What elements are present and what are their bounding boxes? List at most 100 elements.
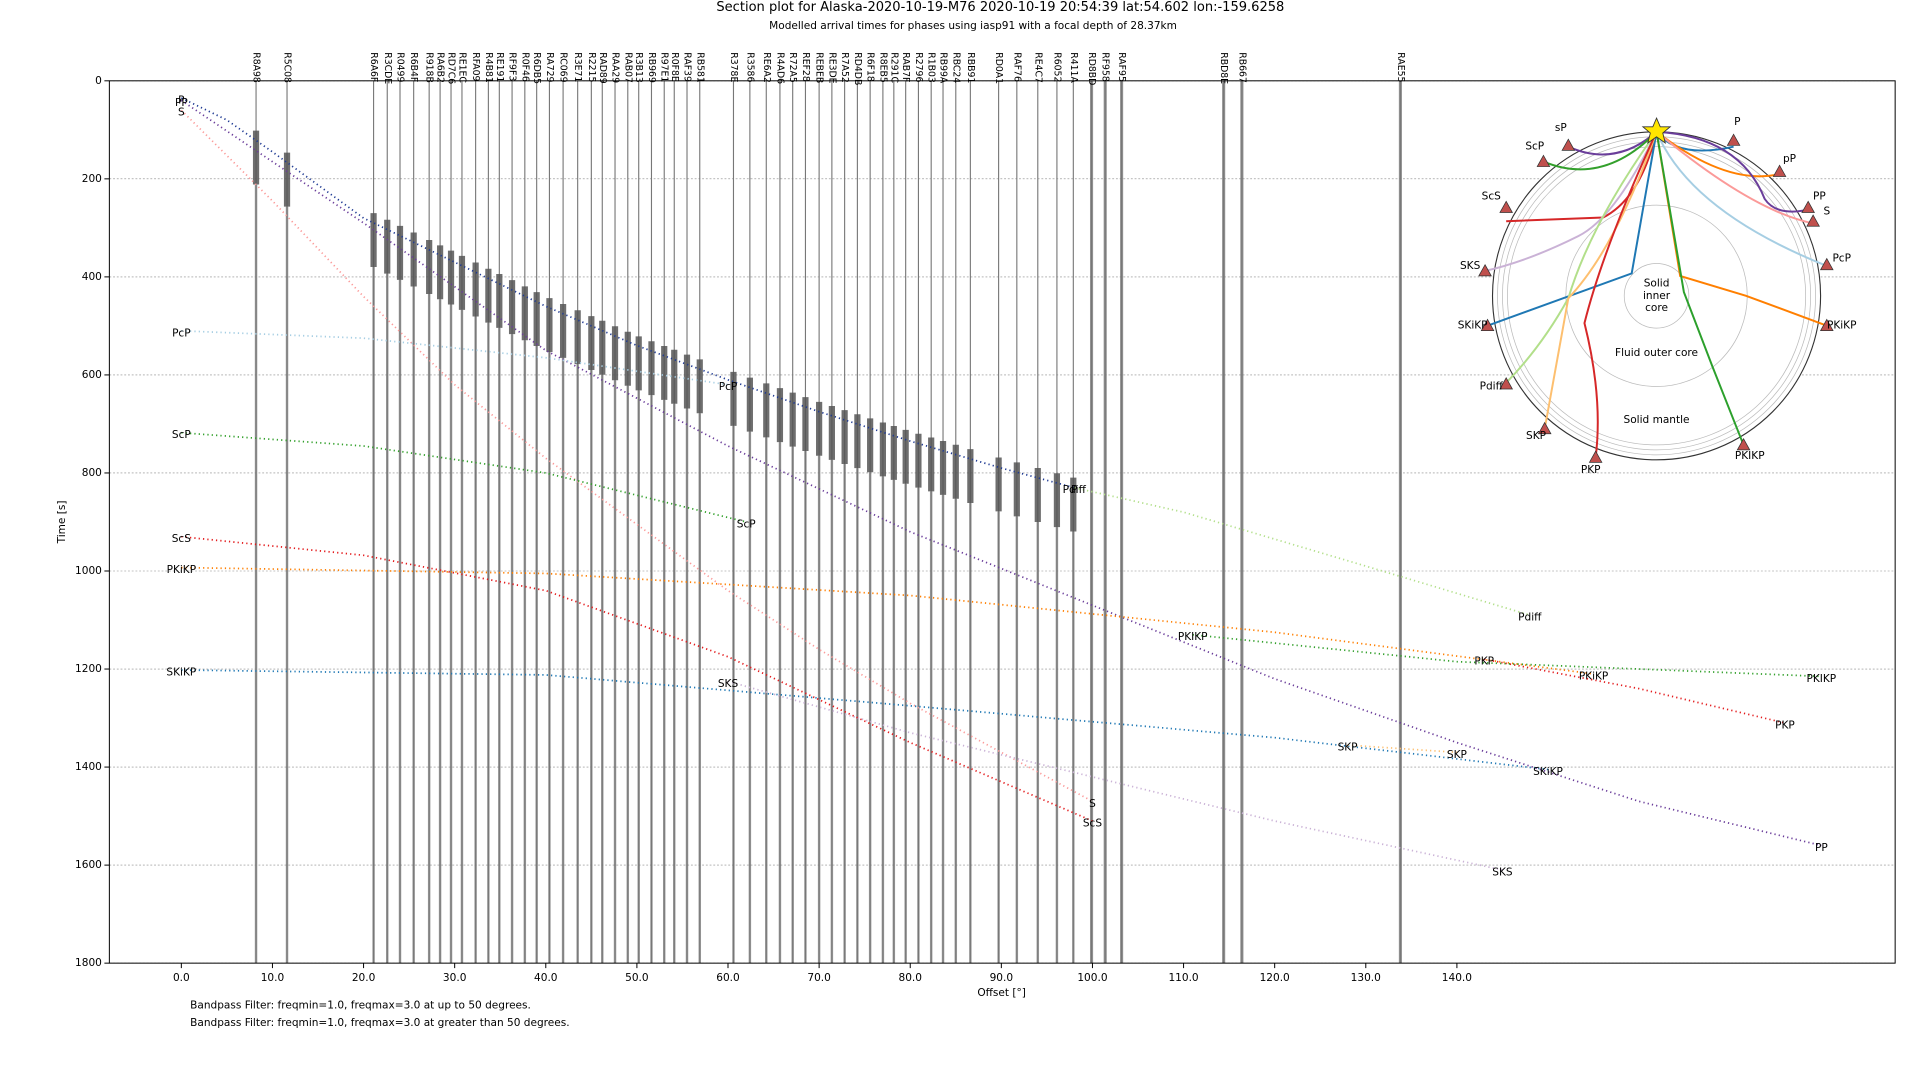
phase-label: S <box>178 107 185 119</box>
inset-phase-label: Pdiff <box>1480 381 1504 393</box>
station-marker <box>1537 421 1552 435</box>
inset-phase-label: ScS <box>1482 190 1501 202</box>
station-label: R2796 <box>913 52 924 82</box>
outer-core-label: Fluid outer core <box>1615 347 1698 359</box>
x-axis-label: Offset [°] <box>977 987 1026 999</box>
phase-curve <box>181 431 747 523</box>
station-label: RE4C7 <box>1032 52 1043 83</box>
phase-label: S <box>1089 798 1096 810</box>
phase-label: SKiKP <box>166 667 196 679</box>
phase-label: SKP <box>1447 749 1467 761</box>
station-label: R2215 <box>586 52 597 82</box>
station-label: R8EB5 <box>877 52 888 83</box>
phase-label: PcP <box>719 381 738 393</box>
station-label: R5C08 <box>282 52 293 83</box>
layer <box>1507 146 1807 446</box>
station-label: R6F18 <box>865 52 876 82</box>
phase-curve <box>727 680 1503 871</box>
inset-phase-label: ScP <box>1525 141 1544 153</box>
x-tick-label: 80.0 <box>898 972 922 984</box>
phase-label: Pdiff <box>1063 484 1087 496</box>
inset-phase-label: S <box>1823 205 1830 217</box>
x-tick-label: 90.0 <box>990 972 1014 984</box>
x-tick-label: 20.0 <box>352 972 376 984</box>
station-label: RAE55 <box>1395 52 1406 82</box>
station-label: RE3DE <box>826 52 837 83</box>
station-label: R4B81 <box>483 52 494 83</box>
inset-phase-label: PKIKP <box>1735 450 1765 462</box>
station-label: R4AD6 <box>774 52 785 84</box>
station-label: RA6B2 <box>435 52 446 83</box>
x-tick-label: 30.0 <box>443 972 467 984</box>
inset-phase-label: SKP <box>1526 430 1546 442</box>
phase-label: Pdiff <box>1518 612 1542 624</box>
station-label: RB667 <box>1236 52 1247 83</box>
rays <box>1484 130 1828 458</box>
phase-curve <box>1192 633 1822 678</box>
chart-title: Section plot for Alaska-2020-10-19-M76 2… <box>716 0 1284 15</box>
station-label: R6052 <box>1051 52 1062 82</box>
x-tick-label: 110.0 <box>1168 972 1198 984</box>
y-tick-label: 1800 <box>75 957 102 969</box>
station-label: R6A6F <box>368 52 379 82</box>
station-label: R378E <box>728 52 739 82</box>
phase-curve <box>1484 658 1786 724</box>
station-label: RB969 <box>646 52 657 83</box>
station-label: RBB91 <box>965 52 976 83</box>
station-label: RAF39 <box>682 52 693 82</box>
station-label: RE191 <box>494 52 505 82</box>
inset-phase-label: PKiKP <box>1827 320 1856 332</box>
station-marker <box>1480 318 1495 331</box>
filter-note: Bandpass Filter: freqmin=1.0, freqmax=3.… <box>190 999 531 1011</box>
station-label: R3CDE <box>382 52 393 84</box>
inset-phase-label: SKiKP <box>1458 320 1488 332</box>
station-marker <box>1726 133 1741 146</box>
station-label: R8A98 <box>251 52 262 83</box>
phase-curve <box>1347 744 1457 754</box>
phase-label: PcP <box>172 327 191 339</box>
station-label: RB581 <box>694 52 705 83</box>
source-star <box>1641 116 1672 144</box>
station-label: R3B13 <box>633 52 644 83</box>
station-marker <box>1478 263 1492 277</box>
y-tick-label: 1400 <box>75 761 102 773</box>
inset-phase-label: PcP <box>1832 253 1851 265</box>
station-label: R291C <box>888 52 899 83</box>
station-label: RAA29 <box>610 52 621 83</box>
inset-phase-label: P <box>1734 116 1740 128</box>
phase-curve <box>181 566 1594 675</box>
filter-note: Bandpass Filter: freqmin=1.0, freqmax=3.… <box>190 1017 569 1029</box>
station-label: RD4DB <box>852 52 863 85</box>
station-label: RA729 <box>544 52 555 82</box>
phase-label: PKP <box>1775 719 1795 731</box>
y-tick-label: 1200 <box>75 663 102 675</box>
station-label: R411A <box>1068 52 1079 83</box>
phase-label: ScP <box>737 518 756 530</box>
station-label: RE6A2 <box>761 52 772 83</box>
station-marker <box>1772 164 1787 177</box>
phase-label: PKiKP <box>1579 670 1608 682</box>
x-tick-label: 120.0 <box>1260 972 1290 984</box>
phase-label: P <box>1071 484 1077 496</box>
station-marker <box>1561 138 1576 151</box>
x-tick-label: 140.0 <box>1442 972 1472 984</box>
station-label: R0F8E <box>669 52 680 82</box>
y-tick-label: 0 <box>95 75 102 87</box>
station-marker <box>1819 318 1834 331</box>
x-tick-label: 0.0 <box>173 972 190 984</box>
phase-curve <box>181 535 1093 822</box>
y-tick-label: 1000 <box>75 565 102 577</box>
station-marker <box>1499 377 1514 390</box>
station-label: RAB07 <box>622 52 633 83</box>
phase-curve <box>180 97 1075 489</box>
inset-phase-label: pP <box>1783 153 1796 165</box>
station-label: R6B4F <box>408 52 419 82</box>
station-marker <box>1736 437 1751 451</box>
phase-label: PP <box>1815 842 1828 854</box>
station-marker <box>1588 450 1603 463</box>
station-label: RF958 <box>1100 52 1111 82</box>
x-tick-label: 130.0 <box>1351 972 1381 984</box>
y-tick-label: 200 <box>82 173 102 185</box>
